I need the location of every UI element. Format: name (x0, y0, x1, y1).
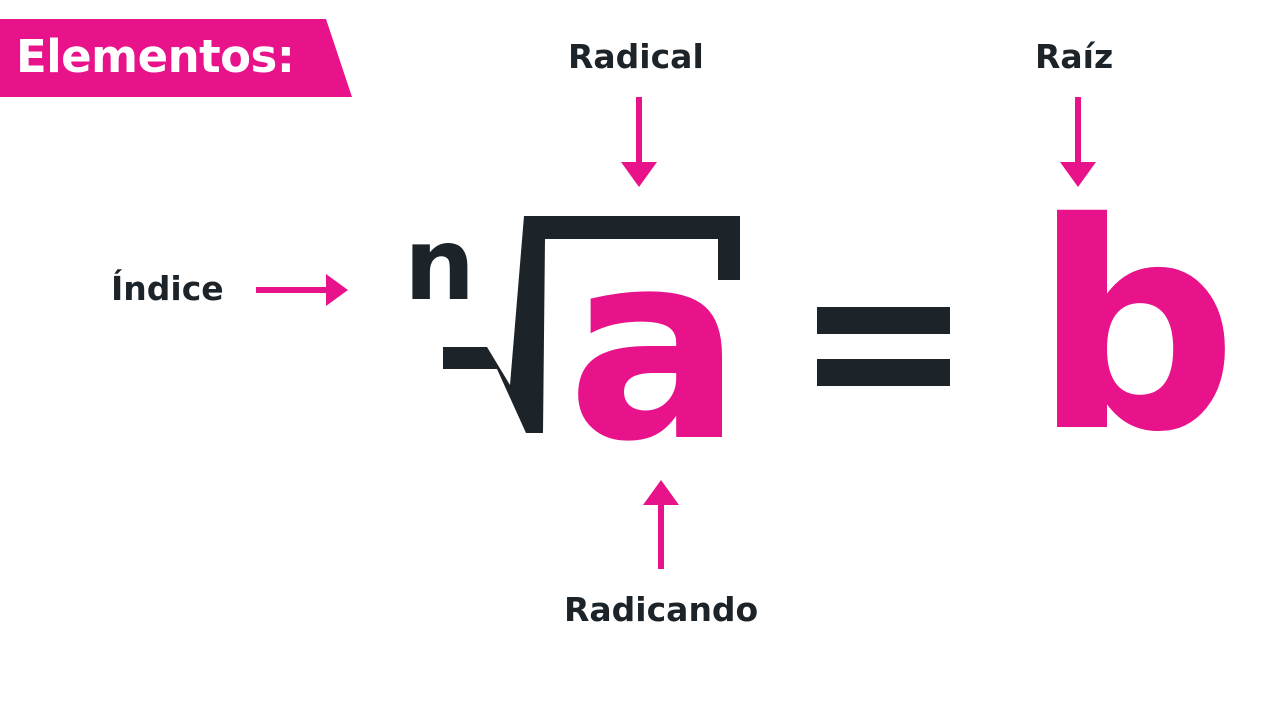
page-title: Elementos: (16, 30, 295, 83)
label-radical: Radical (568, 37, 704, 76)
arrow-up-icon (643, 480, 679, 569)
title-banner: Elementos: (0, 19, 352, 97)
radicand-a: a (567, 197, 743, 499)
index-n: n (404, 206, 476, 323)
radical-sign-icon (443, 216, 740, 433)
equals-bar-bottom (817, 359, 950, 386)
root-b: b (1033, 163, 1238, 495)
label-indice: Índice (111, 269, 224, 308)
label-radicando: Radicando (564, 590, 759, 629)
arrow-right-icon (256, 274, 348, 306)
label-raiz: Raíz (1035, 37, 1114, 76)
equals-bar-top (817, 307, 950, 334)
arrow-down-icon (1060, 97, 1096, 187)
arrow-down-icon (621, 97, 657, 187)
